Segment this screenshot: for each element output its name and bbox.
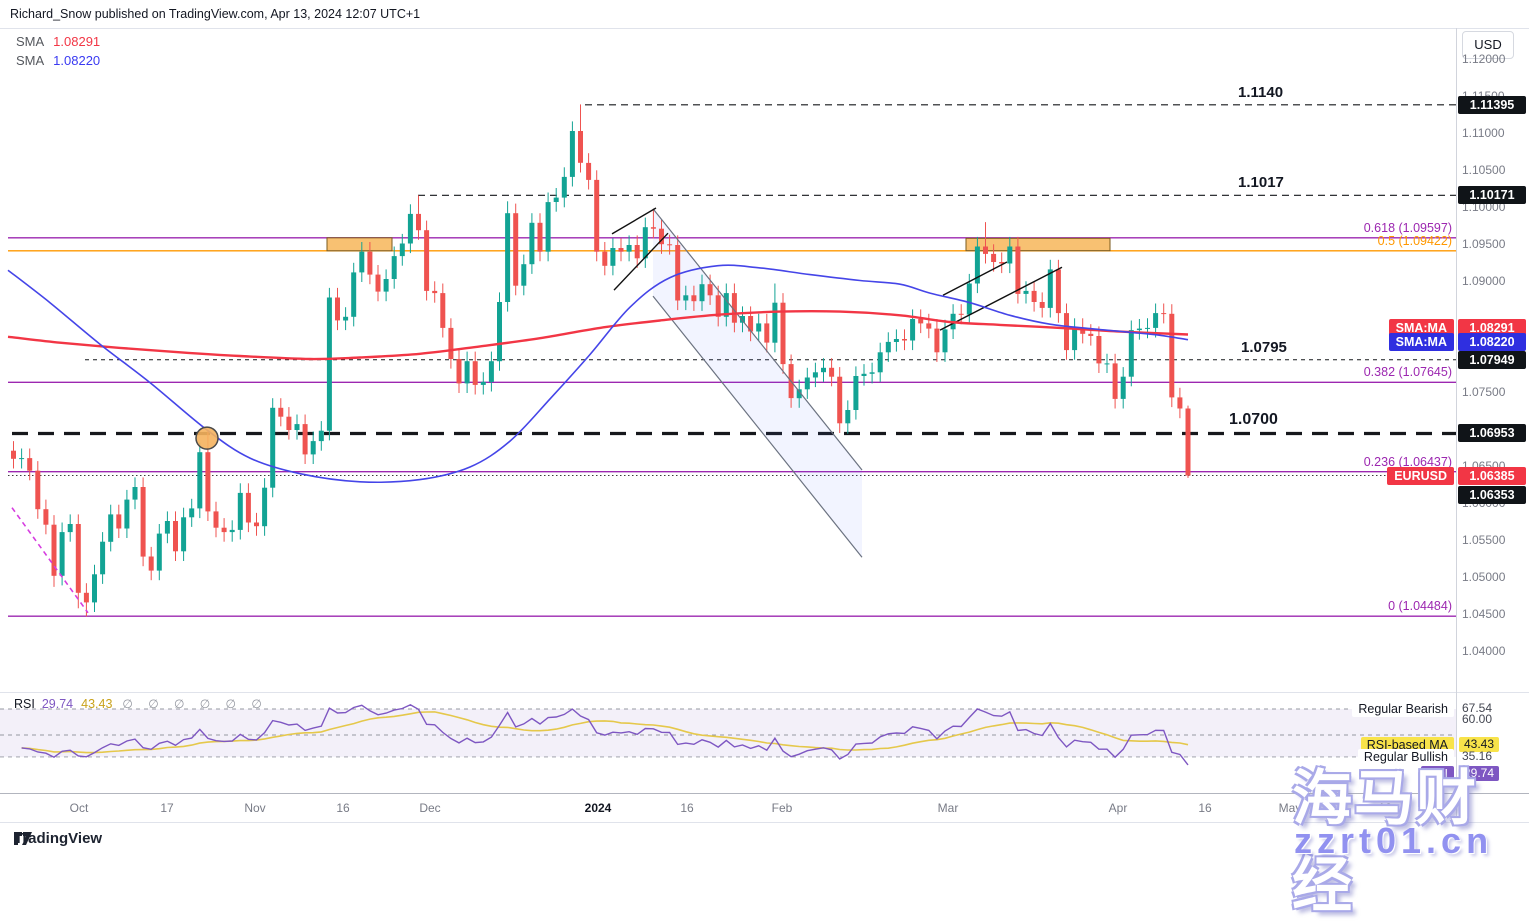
price-tick: 1.11500: [1462, 89, 1505, 103]
time-axis-label: 2024: [584, 801, 612, 815]
time-axis-label: Dec: [419, 801, 441, 815]
price-tick: 1.05000: [1462, 570, 1506, 584]
time-axis-label: Apr: [1108, 801, 1128, 815]
time-axis-label: 16: [336, 801, 350, 815]
rsi-axis-value: 67.54: [1462, 701, 1493, 715]
price-tick: 1.09000: [1462, 274, 1506, 288]
price-tick: 1.06000: [1462, 496, 1506, 510]
price-label-pill: 1.08220: [1458, 332, 1526, 351]
rsi-pane-canvas[interactable]: [0, 693, 1457, 793]
sma-label: SMA: [16, 53, 45, 68]
sma-slow-legend[interactable]: SMA 1.08291: [16, 34, 100, 49]
rsi-ma-value: 43.43: [81, 697, 113, 711]
rsi-label: RSI: [14, 697, 35, 711]
price-tick: 1.10000: [1462, 200, 1506, 214]
price-tick: 1.10500: [1462, 163, 1506, 177]
price-tick: 1.04000: [1462, 644, 1506, 658]
sma-slow-value: 1.08291: [53, 34, 101, 49]
time-axis-label: 17: [160, 801, 174, 815]
price-tick: 1.11000: [1462, 126, 1505, 140]
price-chart-canvas[interactable]: [0, 30, 1457, 692]
price-tick: 1.07500: [1462, 385, 1506, 399]
time-axis-label: Mar: [937, 801, 959, 815]
time-axis-label: 16: [680, 801, 694, 815]
price-label-pill: 1.06385: [1458, 466, 1526, 485]
price-axis-border: [1456, 28, 1457, 822]
footer-divider: [0, 822, 1529, 823]
sma-fast-value: 1.08220: [53, 53, 101, 68]
price-label-pill: 1.06953: [1458, 424, 1526, 443]
price-tick: 1.04500: [1462, 607, 1506, 621]
pane-separator[interactable]: [0, 692, 1529, 693]
sma-fast-legend[interactable]: SMA 1.08220: [16, 53, 100, 68]
price-label-pill: 1.10171: [1458, 186, 1526, 205]
price-tick: 1.06500: [1462, 459, 1506, 473]
publish-byline: Richard_Snow published on TradingView.co…: [10, 7, 421, 21]
currency-button[interactable]: USD: [1462, 31, 1514, 59]
price-tick: 1.05500: [1462, 533, 1506, 547]
price-label-pill: 1.11395: [1458, 95, 1526, 114]
time-axis-border: [0, 793, 1529, 794]
time-axis-label: Oct: [69, 801, 89, 815]
watermark-url: zzrt01.cn: [1294, 820, 1494, 861]
time-axis-label: Feb: [771, 801, 793, 815]
price-label-pill: 1.08291: [1458, 319, 1526, 338]
indicator-legend: SMA 1.08291 SMA 1.08220: [16, 34, 100, 72]
tradingview-brand-text: TradingView: [14, 830, 103, 847]
sma-label: SMA: [16, 34, 45, 49]
time-axis-label: Nov: [244, 801, 266, 815]
tradingview-logo-icon: [14, 832, 32, 845]
price-label-pill: 1.07949: [1458, 350, 1526, 369]
price-label-pill: 1.06353: [1458, 485, 1526, 504]
rsi-legend[interactable]: RSI 29.74 43.43 ∅ ∅ ∅ ∅ ∅ ∅: [14, 697, 268, 711]
header-divider: [0, 28, 1529, 29]
rsi-axis-value: 60.00: [1462, 712, 1493, 727]
legend-action-icons[interactable]: ∅ ∅ ∅ ∅ ∅ ∅: [122, 697, 268, 711]
time-axis-label: 16: [1198, 801, 1212, 815]
price-tick: 1.09500: [1462, 237, 1506, 251]
tradingview-attribution[interactable]: TradingView: [14, 830, 102, 847]
rsi-value: 29.74: [41, 697, 74, 711]
